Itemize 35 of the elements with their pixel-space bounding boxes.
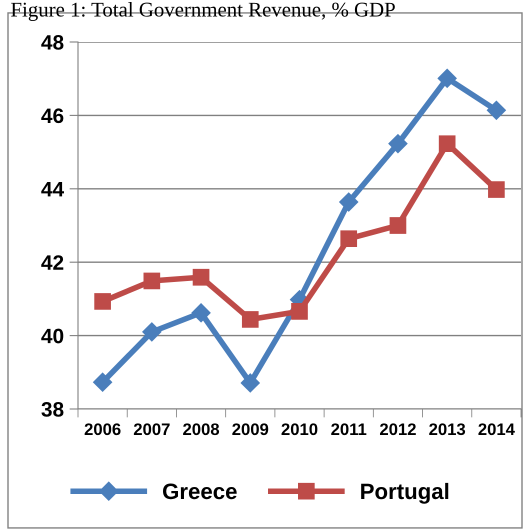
point [339, 192, 358, 212]
point [340, 230, 358, 248]
x-tick-label: 2012 [380, 423, 416, 436]
x-tick-label: 2007 [134, 423, 170, 436]
y-tick-label: 38 [41, 402, 64, 417]
y-tick-label: 48 [41, 35, 64, 50]
point [142, 322, 162, 342]
legend-label: Portugal [361, 482, 448, 504]
x-tick-label: 2013 [429, 423, 466, 436]
point [390, 217, 406, 234]
point [192, 268, 210, 286]
x-tick-label: 2009 [232, 423, 268, 436]
point [438, 135, 456, 152]
chart-title: Figure 1: Total Government Revenue, % GDP [11, 2, 395, 21]
y-tick-label: 40 [41, 328, 64, 344]
x-tick-label: 2011 [331, 423, 366, 436]
point [93, 372, 112, 392]
point [388, 134, 408, 154]
point [144, 272, 160, 290]
point [240, 373, 260, 392]
legend-label: Greece [163, 483, 237, 500]
point [488, 181, 505, 198]
x-tick-label: 2008 [183, 423, 220, 436]
point [94, 293, 111, 310]
x-tick-label: 2006 [84, 423, 121, 436]
point [486, 100, 506, 120]
x-tick-label: 2010 [282, 423, 318, 436]
y-tick-label: 46 [41, 108, 64, 124]
point [291, 303, 308, 320]
x-tick-label: 2014 [478, 423, 515, 436]
point [242, 311, 259, 328]
y-tick-label: 42 [41, 255, 64, 270]
y-tick-label: 44 [41, 182, 64, 196]
point [438, 68, 457, 88]
point [192, 303, 211, 322]
